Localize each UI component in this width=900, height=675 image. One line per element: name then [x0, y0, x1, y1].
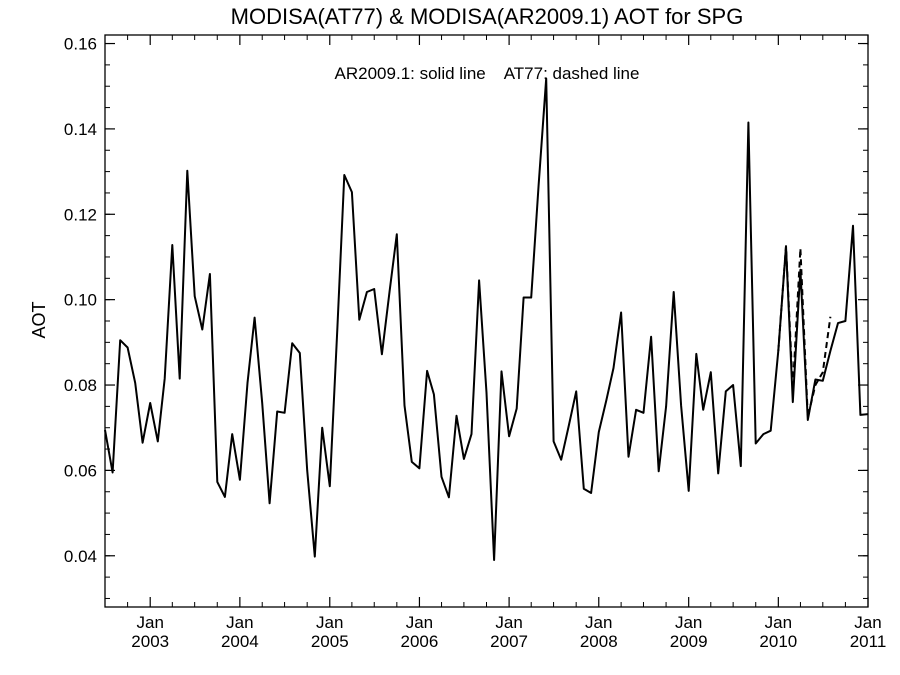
y-tick-label: 0.12 [64, 205, 97, 224]
series-line-at77 [777, 245, 832, 418]
y-tick-label: 0.10 [64, 291, 97, 310]
y-tick-label: 0.16 [64, 35, 97, 54]
y-tick-label: 0.14 [64, 120, 97, 139]
x-tick-year-label: 2011 [850, 632, 887, 651]
x-tick-month-label: Jan [495, 613, 522, 632]
y-tick-label: 0.04 [64, 547, 97, 566]
x-tick-month-label: Jan [854, 613, 881, 632]
x-tick-month-label: Jan [585, 613, 612, 632]
x-tick-month-label: Jan [675, 613, 702, 632]
x-tick-year-label: 2006 [401, 632, 439, 651]
axis-ticks: 0.040.060.080.100.120.140.16Jan2003Jan20… [64, 35, 886, 651]
x-tick-year-label: 2009 [670, 632, 708, 651]
y-axis-label: AOT [29, 301, 49, 338]
x-tick-year-label: 2010 [759, 632, 797, 651]
x-tick-month-label: Jan [765, 613, 792, 632]
x-tick-month-label: Jan [226, 613, 253, 632]
series-line-ar2009-1 [104, 77, 869, 561]
y-tick-label: 0.06 [64, 461, 97, 480]
x-tick-year-label: 2007 [490, 632, 528, 651]
line-style-annotation: AR2009.1: solid line AT77: dashed line [335, 64, 640, 83]
x-tick-year-label: 2008 [580, 632, 618, 651]
x-tick-year-label: 2004 [221, 632, 259, 651]
y-tick-label: 0.08 [64, 376, 97, 395]
x-tick-year-label: 2003 [131, 632, 169, 651]
x-tick-month-label: Jan [316, 613, 343, 632]
x-tick-month-label: Jan [406, 613, 433, 632]
chart-title: MODISA(AT77) & MODISA(AR2009.1) AOT for … [231, 4, 744, 29]
x-tick-month-label: Jan [136, 613, 163, 632]
x-tick-year-label: 2005 [311, 632, 349, 651]
series-layer [104, 77, 869, 561]
